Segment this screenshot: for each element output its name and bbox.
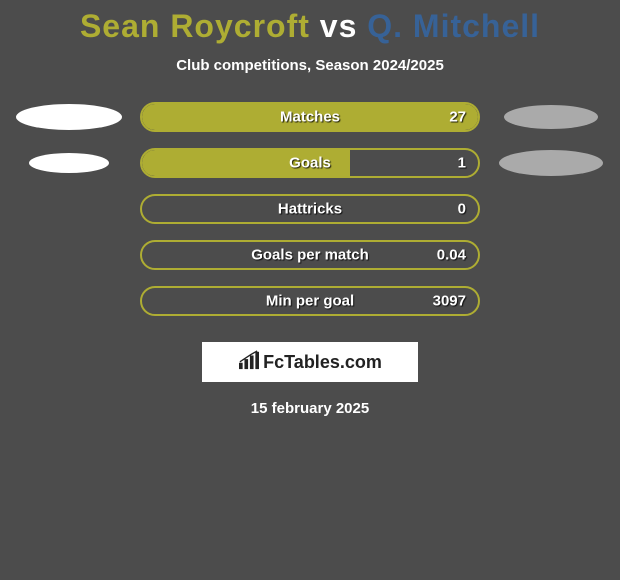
vs-text: vs (320, 8, 358, 44)
logo-text: FcTables.com (263, 352, 382, 373)
left-ellipse (29, 153, 109, 173)
left-ellipse (16, 104, 122, 130)
stat-bar: Matches 27 (140, 102, 480, 132)
right-ellipse (499, 150, 603, 176)
chart-icon (238, 350, 260, 375)
date: 15 february 2025 (0, 400, 620, 417)
comparison-card: Sean Roycroft vs Q. Mitchell Club compet… (0, 0, 620, 417)
stat-row: Matches 27 (0, 102, 620, 132)
stat-value: 0.04 (437, 247, 466, 264)
stat-row: Goals per match 0.04 (0, 240, 620, 270)
stat-bar: Min per goal 3097 (140, 286, 480, 316)
stat-bar: Hattricks 0 (140, 194, 480, 224)
logo-box: FcTables.com (202, 342, 418, 382)
stat-value: 3097 (433, 293, 466, 310)
stat-value: 0 (458, 201, 466, 218)
player2-name: Q. Mitchell (367, 8, 540, 44)
title: Sean Roycroft vs Q. Mitchell (0, 8, 620, 45)
stat-row: Min per goal 3097 (0, 286, 620, 316)
stat-bar: Goals per match 0.04 (140, 240, 480, 270)
stat-row: Hattricks 0 (0, 194, 620, 224)
stat-label: Matches (280, 109, 340, 126)
stats-list: Matches 27 Goals 1 Hattricks 0 Goals per match… (0, 102, 620, 316)
right-ellipse (504, 105, 598, 129)
stat-value: 27 (449, 109, 466, 126)
stat-label: Goals (289, 155, 331, 172)
stat-label: Hattricks (278, 201, 342, 218)
stat-row: Goals 1 (0, 148, 620, 178)
subtitle: Club competitions, Season 2024/2025 (0, 57, 620, 74)
stat-bar: Goals 1 (140, 148, 480, 178)
player1-name: Sean Roycroft (80, 8, 310, 44)
stat-label: Goals per match (251, 247, 369, 264)
stat-label: Min per goal (266, 293, 354, 310)
stat-value: 1 (458, 155, 466, 172)
